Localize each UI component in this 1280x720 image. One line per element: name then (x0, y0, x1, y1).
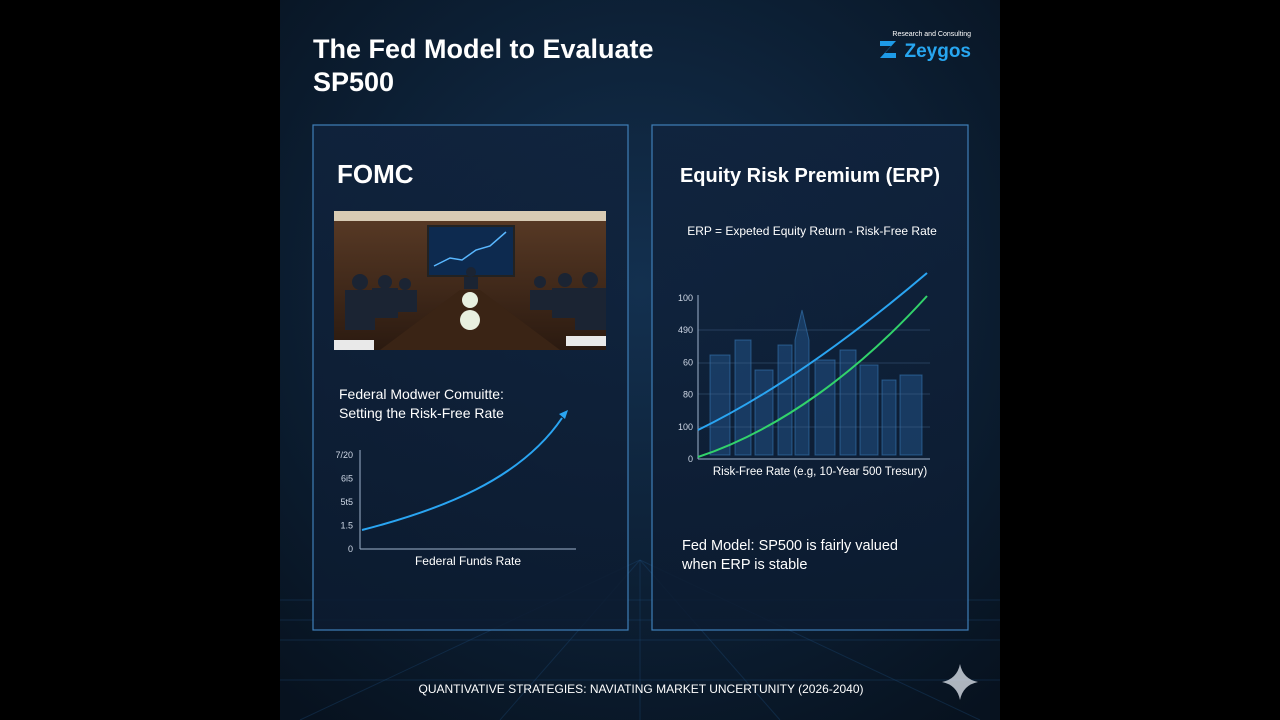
arrow-head (559, 410, 568, 419)
y-tick-label: 5t5 (340, 497, 353, 507)
footer: QUANTIVATIVE STRATEGIES: NAVIATING MARKE… (419, 682, 864, 696)
trend-curve (361, 417, 563, 531)
y-tick-label: 490 (678, 325, 693, 335)
city-skyline (709, 309, 923, 456)
panel-caption: when ERP is stable (681, 557, 807, 573)
y-tick-label: 100 (678, 422, 693, 432)
y-tick-label: 80 (683, 390, 693, 400)
return-curve (697, 272, 928, 431)
y-tick-label: 1.5 (340, 521, 353, 531)
formula: ERP = Expeted Equity Return - Risk-Free … (687, 224, 937, 238)
panel-title: Equity Risk Premium (ERP) (680, 165, 940, 187)
panel-caption: Fed Model: SP500 is fairly valued (682, 538, 898, 554)
y-tick-label: 60 (683, 357, 693, 367)
panel-title: FOMC (337, 159, 414, 189)
x-axis-label: Federal Funds Rate (415, 554, 521, 568)
panel-frame (312, 124, 629, 631)
title-line: The Fed Model to Evaluate (313, 34, 654, 64)
brand-logo (880, 41, 896, 58)
panel-caption: Federal Modwer Comuitte: (339, 386, 504, 402)
brand-name: Zeygos (904, 41, 971, 62)
panel-caption: Setting the Risk-Free Rate (339, 405, 504, 421)
y-tick-label: 7/20 (335, 450, 353, 460)
brand-tagline: Research and Consulting (892, 31, 971, 38)
rate-curve (697, 295, 928, 458)
y-tick-label: 0 (688, 454, 693, 464)
chart-grid (698, 329, 930, 428)
title-line: SP500 (313, 67, 394, 97)
meeting-photo (334, 211, 606, 350)
y-tick-label: 0 (348, 544, 353, 554)
y-tick-label: 100 (678, 293, 693, 303)
y-tick-label: 6i5 (341, 474, 353, 484)
x-axis-label: Risk-Free Rate (e.g, 10-Year 500 Tresury… (713, 466, 927, 478)
sparkle-icon (942, 664, 978, 700)
